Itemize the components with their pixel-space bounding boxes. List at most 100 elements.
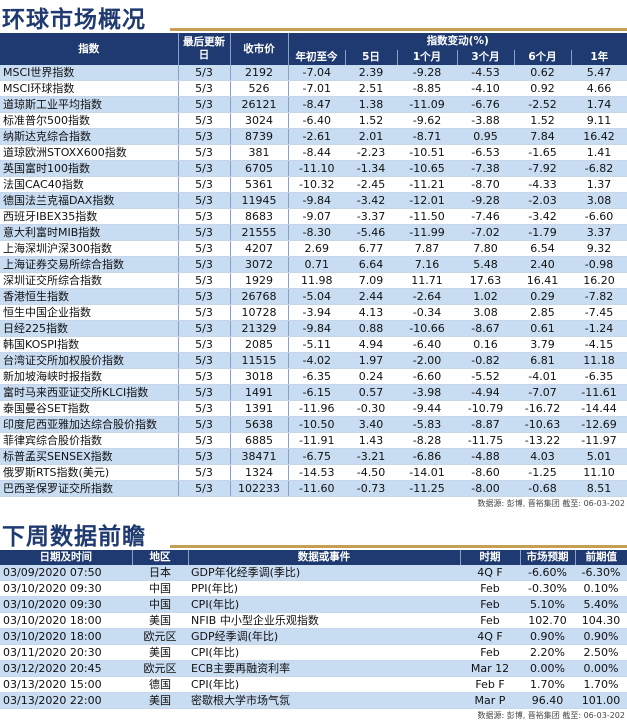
cell-m3: -7.46 <box>457 208 514 225</box>
cell-m6: -1.65 <box>514 144 571 161</box>
cell-name: 上海证券交易所综合指数 <box>0 256 179 273</box>
cell-ytd: -9.84 <box>288 320 345 337</box>
cell-close: 11945 <box>230 192 289 209</box>
cell-event: CPI(年比) <box>188 676 460 693</box>
cell-previous: 1.70% <box>575 676 627 693</box>
table-row: 标普孟买SENSEX指数 5/3 38471 -6.75 -3.21 -6.86 -4.88… <box>0 448 627 465</box>
table-row: 03/13/2020 22:00 美国 密歇根大学市场气氛 Mar P 96.40 101… <box>0 692 627 709</box>
cell-name: 意大利富时MIB指数 <box>0 224 179 241</box>
cell-y1: 8.51 <box>571 480 627 497</box>
cell-name: 西班牙IBEX35指数 <box>0 208 179 225</box>
cell-name: 标普孟买SENSEX指数 <box>0 448 179 465</box>
cell-y1: 1.74 <box>571 96 627 113</box>
cell-date: 5/3 <box>178 80 231 97</box>
cell-y1: -7.45 <box>571 304 627 321</box>
cell-event: GDP经季调(年比) <box>188 628 460 645</box>
cell-ytd: -9.07 <box>288 208 345 225</box>
cell-m6: -3.42 <box>514 208 571 225</box>
cell-d5: -4.50 <box>345 464 397 481</box>
cell-previous: 2.50% <box>575 644 627 661</box>
cell-m1: -10.65 <box>397 160 457 177</box>
market-table-body: MSCI世界指数 5/3 2192 -7.04 2.39 -9.28 -4.53 0.62 5.… <box>0 65 627 497</box>
cell-close: 2085 <box>230 336 289 353</box>
cell-m6: -2.52 <box>514 96 571 113</box>
cell-y1: 1.41 <box>571 144 627 161</box>
cell-y1: -6.82 <box>571 160 627 177</box>
cell-datetime: 03/12/2020 20:45 <box>0 660 132 677</box>
header-ytd: 年初至今 <box>288 50 346 65</box>
cell-m6: 1.52 <box>514 112 571 129</box>
table-row: 03/11/2020 20:30 美国 CPI(年比) Feb 2.20% 2.50% <box>0 644 627 661</box>
cell-ytd: -14.53 <box>288 464 345 481</box>
cell-m3: -8.70 <box>457 176 514 193</box>
cell-m6: -0.68 <box>514 480 571 497</box>
cell-m1: -6.40 <box>397 336 457 353</box>
cell-previous: 0.00% <box>575 660 627 677</box>
cell-m3: -8.60 <box>457 464 514 481</box>
cell-ytd: -8.44 <box>288 144 345 161</box>
cell-previous: 101.00 <box>575 692 627 709</box>
cell-d5: 4.13 <box>345 304 397 321</box>
cell-m1: -8.85 <box>397 80 457 97</box>
cell-date: 5/3 <box>178 128 231 145</box>
cell-m3: -10.79 <box>457 400 514 417</box>
cell-m1: -9.62 <box>397 112 457 129</box>
cell-close: 5361 <box>230 176 289 193</box>
cell-d5: -2.45 <box>345 176 397 193</box>
cell-m6: 0.62 <box>514 65 571 81</box>
cell-m1: -9.44 <box>397 400 457 417</box>
cell-m6: -2.03 <box>514 192 571 209</box>
cell-m3: -4.94 <box>457 384 514 401</box>
cell-y1: 3.08 <box>571 192 627 209</box>
cell-ytd: -11.10 <box>288 160 345 177</box>
cell-region: 美国 <box>132 644 188 661</box>
cell-close: 6705 <box>230 160 289 177</box>
cell-ytd: -6.40 <box>288 112 345 129</box>
preview-table: 日期及时间 地区 数据或事件 时期 市场预期 前期值 03/09/2020 07… <box>0 550 627 709</box>
cell-forecast: -0.30% <box>520 580 575 597</box>
header-close: 收市价 <box>230 33 289 65</box>
table-row: 03/10/2020 09:30 中国 PPI(年比) Feb -0.30% 0.10% <box>0 580 627 597</box>
cell-close: 26768 <box>230 288 289 305</box>
cell-close: 381 <box>230 144 289 161</box>
cell-d5: 2.51 <box>345 80 397 97</box>
table-row: 香港恒生指数 5/3 26768 -5.04 2.44 -2.64 1.02 0.29 -7.8… <box>0 288 627 305</box>
cell-date: 5/3 <box>178 336 231 353</box>
table-row: 03/12/2020 20:45 欧元区 ECB主要再融资利率 Mar 12 0.00%… <box>0 660 627 677</box>
cell-period: Mar P <box>460 692 520 709</box>
cell-name: 韩国KOSPI指数 <box>0 336 179 353</box>
cell-date: 5/3 <box>178 464 231 481</box>
cell-m6: 7.84 <box>514 128 571 145</box>
cell-d5: 1.38 <box>345 96 397 113</box>
cell-y1: 9.11 <box>571 112 627 129</box>
cell-m1: -2.64 <box>397 288 457 305</box>
cell-close: 3072 <box>230 256 289 273</box>
cell-m6: 2.40 <box>514 256 571 273</box>
preview-title: 下周数据前瞻 <box>2 524 146 550</box>
cell-previous: 5.40% <box>575 596 627 613</box>
cell-m6: 6.81 <box>514 352 571 369</box>
cell-m1: -11.99 <box>397 224 457 241</box>
cell-name: 香港恒生指数 <box>0 288 179 305</box>
market-table: 指数 最后更新日 收市价 指数变动(%) 年初至今 5日 1个月 3个月 6个月… <box>0 33 627 497</box>
cell-d5: -0.30 <box>345 400 397 417</box>
cell-region: 日本 <box>132 565 188 581</box>
preview-source: 数据源: 彭博, 晋裕集团 截至: 06-03-202 <box>477 711 625 720</box>
cell-y1: 3.37 <box>571 224 627 241</box>
cell-ytd: -10.32 <box>288 176 345 193</box>
cell-name: 俄罗斯RTS指数(美元) <box>0 464 179 481</box>
cell-previous: -6.30% <box>575 565 627 581</box>
cell-name: 德国法兰克福DAX指数 <box>0 192 179 209</box>
cell-ytd: -6.35 <box>288 368 345 385</box>
cell-date: 5/3 <box>178 176 231 193</box>
market-title-bar: 环球市场概况 <box>0 0 627 33</box>
cell-m6: -7.07 <box>514 384 571 401</box>
cell-close: 102233 <box>230 480 289 497</box>
cell-region: 美国 <box>132 692 188 709</box>
cell-name: 标准普尔500指数 <box>0 112 179 129</box>
cell-ytd: -11.91 <box>288 432 345 449</box>
table-row: 菲律宾综合股价指数 5/3 6885 -11.91 1.43 -8.28 -11.75 -13… <box>0 432 627 449</box>
cell-d5: 1.97 <box>345 352 397 369</box>
table-row: 道琼斯工业平均指数 5/3 26121 -8.47 1.38 -11.09 -6.76 -2.… <box>0 96 627 113</box>
cell-close: 26121 <box>230 96 289 113</box>
